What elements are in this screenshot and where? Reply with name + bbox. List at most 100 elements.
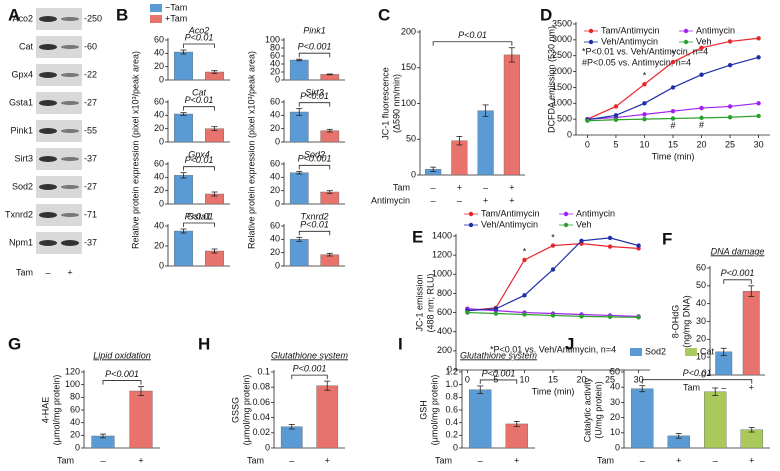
y-tick-label: 0.4	[445, 417, 458, 427]
plot-title: Gsta1	[187, 211, 211, 221]
plot-title: Sirt3	[305, 87, 324, 97]
legend-label: Veh	[576, 219, 592, 229]
legend-marker	[683, 28, 689, 34]
protein-label: Sirt3	[14, 153, 33, 163]
bracket	[723, 279, 752, 284]
y-tick-label: 3000	[552, 34, 572, 44]
plot-title: DNA damage	[711, 246, 765, 256]
p-value: P<0.01	[185, 211, 214, 221]
x-tick-label: 20	[577, 374, 587, 384]
mw-label: -27	[84, 181, 97, 191]
legend-marker	[588, 28, 594, 34]
legend-label: Tam/Antimycin	[481, 208, 540, 218]
y-tick-label: 50	[406, 134, 416, 144]
point	[636, 243, 641, 248]
annotation: *P<0.01 vs. Veh/Antimycin, n=4	[582, 46, 708, 56]
plot-title: Txnrd2	[300, 211, 328, 221]
y-axis-label: JC-1 fluorescence	[380, 67, 390, 140]
y-tick-label: 30	[610, 397, 620, 407]
row-sign: +	[138, 455, 143, 465]
legend-swatch	[150, 15, 162, 23]
y-tick-label: 20	[270, 66, 280, 76]
legend-label: Sod2	[645, 346, 666, 356]
mw-label: -37	[84, 153, 97, 163]
point	[670, 59, 676, 65]
y-tick-label: 1200	[432, 250, 452, 260]
point	[550, 243, 556, 248]
bracket	[298, 164, 331, 170]
panel-letter: C	[378, 5, 390, 24]
x-tick-label: 5	[613, 139, 618, 149]
blot-strip	[36, 232, 82, 254]
y-axis-label: (μmol/mg protein)	[241, 375, 251, 446]
panel-letter: B	[116, 5, 128, 24]
point-label: *	[643, 71, 647, 81]
y-tick-label: 60	[270, 220, 280, 230]
bracket	[298, 230, 331, 236]
y-tick-label: 0.6	[445, 404, 458, 414]
panel-letter: F	[662, 229, 672, 248]
blot-strip	[36, 64, 82, 86]
point	[699, 115, 704, 121]
y-tick-label: 3500	[552, 18, 572, 28]
y-tick-label: 60	[154, 34, 164, 44]
band	[39, 16, 57, 22]
bar	[173, 51, 193, 81]
protein-label: Aco2	[12, 13, 33, 23]
y-tick-label: 0	[567, 129, 572, 139]
blot-strip	[36, 8, 82, 30]
y-tick-label: 10	[696, 352, 706, 362]
y-tick-label: 60	[270, 158, 280, 168]
mw-label: -27	[84, 97, 97, 107]
y-tick-label: 50	[696, 280, 706, 290]
y-axis-label: JC-1 emission	[414, 274, 424, 331]
panel-letter: H	[198, 334, 210, 353]
y-tick-label: 60	[696, 262, 706, 272]
row-label: Tam	[393, 182, 410, 192]
bar	[320, 74, 340, 81]
legend-marker	[683, 39, 689, 45]
row-label: Tam	[435, 455, 452, 465]
y-tick-label: 40	[696, 298, 706, 308]
y-axis-label: (Δ590 nm/min)	[391, 74, 401, 133]
row-sign: +	[514, 455, 519, 465]
row-sign: –	[640, 455, 645, 465]
p-value: P<0.01	[300, 220, 329, 230]
y-tick-label: 1.0	[445, 379, 458, 389]
x-axis-label: Time (min)	[652, 151, 695, 161]
y-tick-label: 100	[265, 34, 280, 44]
y-axis-label: Relative protein expression (pixel x10³/…	[246, 51, 256, 249]
x-tick-label: 20	[697, 139, 707, 149]
y-tick-label: 20	[154, 185, 164, 195]
point	[642, 82, 647, 87]
y-tick-label: 20	[70, 430, 80, 440]
point	[699, 45, 704, 50]
p-value: P<0.01	[185, 95, 214, 105]
y-tick-label: 10	[610, 427, 620, 437]
y-tick-label: 0.1	[257, 366, 270, 376]
p-value: P<0.01	[683, 368, 712, 378]
row-sign: –	[289, 455, 294, 465]
point	[756, 113, 761, 119]
y-tick-label: 20	[270, 123, 280, 133]
y-tick-label: 0	[453, 442, 458, 452]
y-tick-label: 30	[696, 316, 706, 326]
point	[550, 267, 556, 272]
y-tick-label: 0.02	[252, 427, 270, 437]
bracket	[183, 106, 215, 111]
y-tick-label: 20	[154, 123, 164, 133]
band	[61, 185, 79, 189]
point	[613, 113, 619, 118]
legend-marker	[588, 39, 594, 45]
band	[39, 184, 57, 190]
lane-label: Tam	[16, 267, 33, 277]
protein-label: Cat	[19, 41, 34, 51]
plot-title: Lipid oxidation	[93, 350, 151, 360]
y-tick-label: 20	[154, 240, 164, 250]
bar	[289, 59, 309, 81]
p-value: P<0.01	[185, 155, 214, 165]
band	[61, 17, 79, 21]
plot-title: Pink1	[303, 25, 326, 35]
y-tick-label: 1.2	[445, 366, 458, 376]
p-value: P<0.01	[300, 91, 329, 101]
